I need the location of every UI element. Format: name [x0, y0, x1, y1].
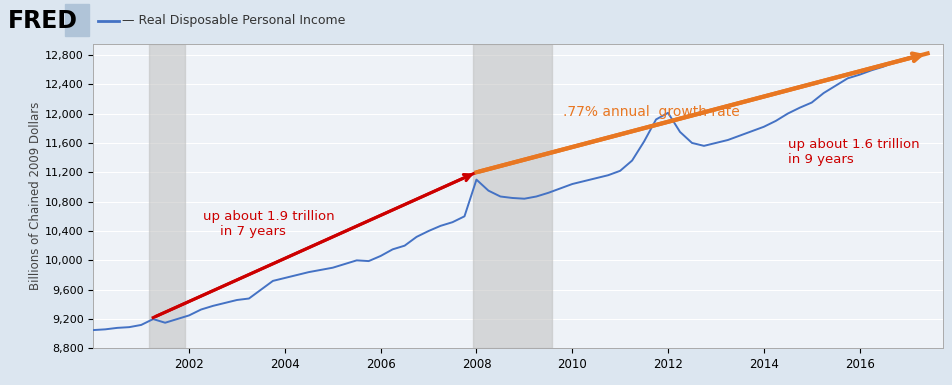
- Bar: [149, 44, 186, 348]
- Text: — Real Disposable Personal Income: — Real Disposable Personal Income: [122, 14, 346, 27]
- Text: FRED: FRED: [8, 9, 78, 33]
- Bar: [472, 44, 552, 348]
- Y-axis label: Billions of Chained 2009 Dollars: Billions of Chained 2009 Dollars: [30, 102, 42, 290]
- Text: up about 1.6 trillion
in 9 years: up about 1.6 trillion in 9 years: [787, 138, 920, 166]
- Text: .77% annual  growth rate: .77% annual growth rate: [563, 105, 740, 119]
- Text: up about 1.9 trillion
    in 7 years: up about 1.9 trillion in 7 years: [204, 210, 335, 238]
- FancyBboxPatch shape: [65, 4, 89, 36]
